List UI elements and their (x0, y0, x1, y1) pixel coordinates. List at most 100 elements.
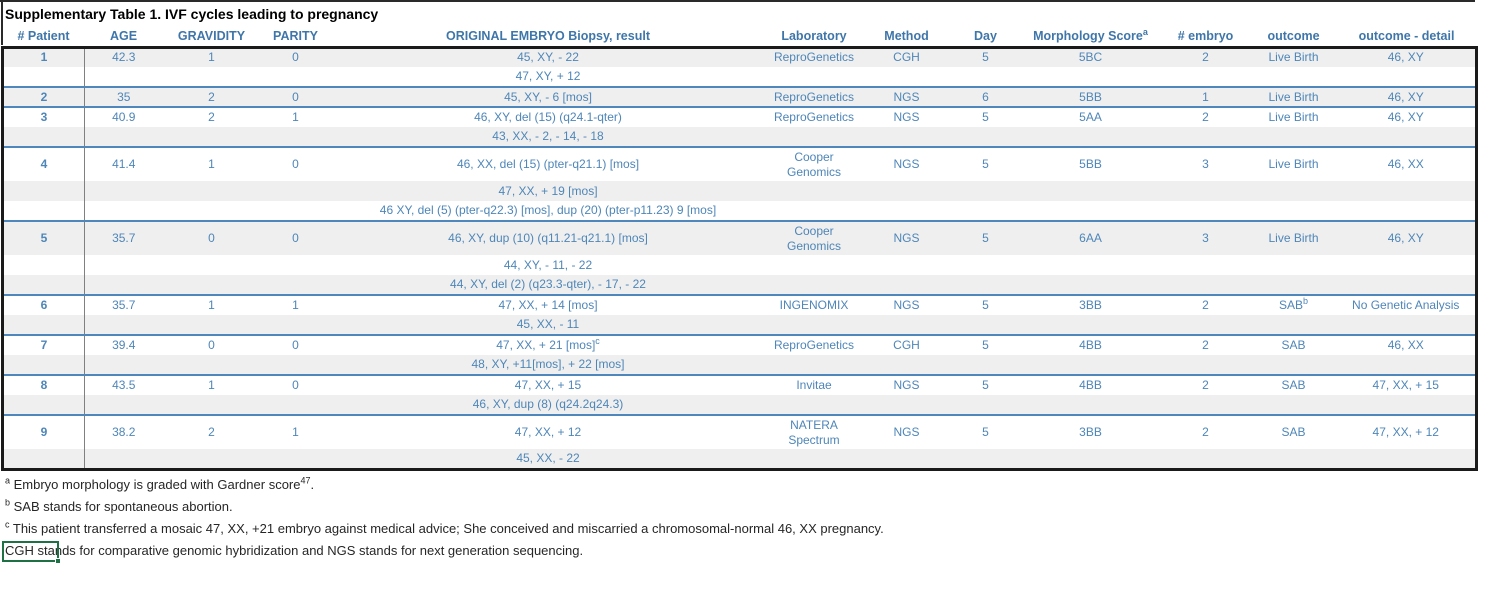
cell-age[interactable] (85, 201, 163, 221)
cell-n_embryo[interactable] (1161, 201, 1251, 221)
cell-parity[interactable]: 0 (260, 334, 331, 355)
cell-parity[interactable]: 0 (260, 86, 331, 107)
cell-outcome[interactable]: Live Birth (1250, 146, 1337, 181)
cell-outcome_detail[interactable]: 47, XX, + 12 (1336, 414, 1477, 449)
column-header-gravidity[interactable]: GRAVIDITY (163, 26, 261, 47)
cell-outcome[interactable]: SAB (1250, 374, 1337, 395)
column-header-age[interactable]: AGE (85, 26, 163, 47)
cell-laboratory[interactable]: ReproGenetics (765, 106, 863, 127)
cell-embryo_result[interactable]: 47, XX, + 12 (330, 414, 766, 449)
footnote-line[interactable]: CGH stands for comparative genomic hybri… (2, 540, 1499, 564)
cell-outcome_detail[interactable] (1337, 449, 1477, 469)
cell-method[interactable] (863, 127, 951, 147)
cell-parity[interactable] (261, 67, 331, 87)
cell-method[interactable] (863, 275, 951, 295)
cell-outcome_detail[interactable]: 46, XX (1336, 146, 1477, 181)
cell-outcome[interactable] (1251, 449, 1337, 469)
cell-n_embryo[interactable] (1161, 181, 1251, 201)
cell-embryo_result[interactable]: 46, XY, dup (10) (q11.21-q21.1) [mos] (330, 220, 766, 255)
cell-parity[interactable]: 0 (260, 374, 331, 395)
cell-parity[interactable]: 1 (260, 106, 331, 127)
column-header-day[interactable]: Day (951, 26, 1021, 47)
cell-age[interactable] (85, 255, 163, 275)
cell-parity[interactable] (261, 201, 331, 221)
cell-age[interactable]: 43.5 (84, 374, 163, 395)
cell-age[interactable] (85, 67, 163, 87)
cell-patient[interactable]: 3 (2, 106, 85, 127)
cell-outcome_detail[interactable]: No Genetic Analysis (1336, 294, 1477, 315)
cell-outcome_detail[interactable] (1337, 67, 1477, 87)
cell-laboratory[interactable]: Cooper Genomics (765, 220, 863, 255)
cell-morphology[interactable]: 3BB (1020, 294, 1161, 315)
cell-patient[interactable]: 8 (2, 374, 85, 395)
cell-age[interactable] (85, 275, 163, 295)
cell-gravidity[interactable]: 1 (162, 146, 261, 181)
cell-outcome_detail[interactable] (1337, 127, 1477, 147)
cell-outcome_detail[interactable]: 46, XY (1387, 50, 1424, 65)
cell-age[interactable]: 40.9 (84, 106, 163, 127)
cell-day[interactable]: 5 (950, 374, 1021, 395)
cell-parity[interactable]: 0 (292, 50, 299, 65)
cell-morphology[interactable] (1021, 255, 1161, 275)
cell-embryo_result[interactable]: 45, XY, - 22 (517, 50, 579, 65)
cell-n_embryo[interactable]: 2 (1160, 294, 1251, 315)
cell-gravidity[interactable] (163, 181, 261, 201)
cell-gravidity[interactable]: 1 (162, 294, 261, 315)
cell-outcome_detail[interactable]: 47, XX, + 15 (1336, 374, 1477, 395)
cell-outcome_detail[interactable] (1337, 395, 1477, 415)
cell-age[interactable]: 41.4 (84, 146, 163, 181)
cell-gravidity[interactable]: 0 (162, 334, 261, 355)
cell-method[interactable]: NGS (862, 86, 951, 107)
cell-day[interactable]: 6 (950, 86, 1021, 107)
cell-n_embryo[interactable]: 3 (1160, 220, 1251, 255)
cell-day[interactable] (951, 275, 1021, 295)
cell-embryo_result[interactable]: 47, XX, + 19 [mos] (498, 183, 598, 198)
cell-method[interactable] (863, 315, 951, 335)
cell-outcome[interactable] (1251, 201, 1337, 221)
cell-gravidity[interactable]: 1 (162, 374, 261, 395)
cell-gravidity[interactable]: 2 (162, 106, 261, 127)
cell-morphology[interactable]: 5BB (1020, 146, 1161, 181)
cell-parity[interactable]: 0 (260, 146, 331, 181)
cell-patient[interactable] (2, 181, 85, 201)
cell-n_embryo[interactable] (1161, 315, 1251, 335)
cell-patient[interactable] (2, 275, 85, 295)
cell-laboratory[interactable] (766, 255, 863, 275)
cell-outcome[interactable] (1251, 315, 1337, 335)
cell-parity[interactable]: 1 (260, 294, 331, 315)
cell-morphology[interactable]: 4BB (1020, 334, 1161, 355)
cell-outcome[interactable]: Live Birth (1250, 106, 1337, 127)
cell-embryo_result[interactable]: 46, XY, del (15) (q24.1-qter) (330, 106, 766, 127)
cell-morphology[interactable] (1021, 201, 1161, 221)
cell-outcome_detail[interactable] (1337, 255, 1477, 275)
cell-age[interactable]: 35 (84, 86, 163, 107)
cell-laboratory[interactable]: ReproGenetics (773, 50, 855, 65)
cell-day[interactable]: 5 (950, 106, 1021, 127)
cell-parity[interactable] (261, 255, 331, 275)
cell-age[interactable]: 35.7 (84, 220, 163, 255)
cell-method[interactable] (863, 67, 951, 87)
cell-gravidity[interactable]: 2 (162, 86, 261, 107)
cell-outcome_detail[interactable]: 46, XY (1336, 220, 1477, 255)
cell-age[interactable]: 38.2 (84, 414, 163, 449)
cell-day[interactable]: 5 (950, 414, 1021, 449)
cell-n_embryo[interactable]: 1 (1160, 86, 1251, 107)
cell-day[interactable]: 5 (950, 220, 1021, 255)
cell-outcome_detail[interactable]: 46, XX (1336, 334, 1477, 355)
cell-outcome[interactable] (1251, 355, 1337, 375)
cell-patient[interactable] (2, 315, 85, 335)
cell-age[interactable] (85, 315, 163, 335)
cell-laboratory[interactable]: ReproGenetics (765, 334, 863, 355)
cell-age[interactable] (85, 355, 163, 375)
cell-age[interactable] (85, 127, 163, 147)
cell-outcome_detail[interactable]: 46, XY (1336, 106, 1477, 127)
cell-gravidity[interactable] (163, 67, 261, 87)
cell-patient[interactable] (2, 449, 85, 469)
cell-method[interactable]: NGS (862, 220, 951, 255)
cell-laboratory[interactable] (766, 395, 863, 415)
cell-n_embryo[interactable]: 2 (1160, 374, 1251, 395)
cell-method[interactable]: CGH (893, 50, 920, 65)
cell-age[interactable] (85, 181, 163, 201)
cell-day[interactable] (951, 355, 1021, 375)
cell-outcome_detail[interactable]: 46, XY (1336, 86, 1477, 107)
